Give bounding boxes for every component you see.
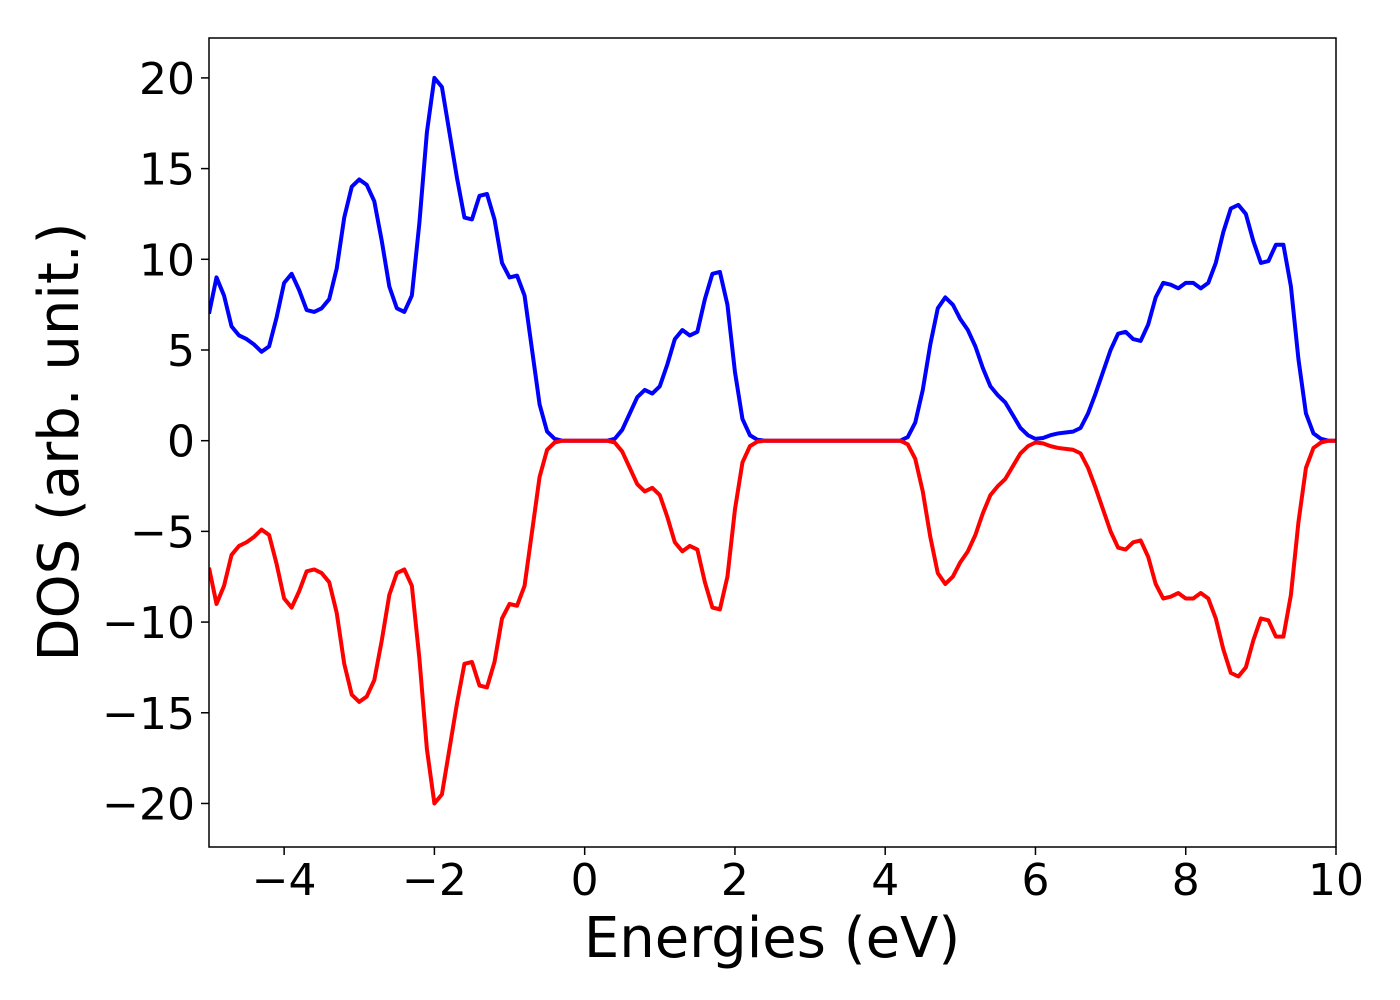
y-tick-label: 10 [139,235,195,286]
x-axis-label: Energies (eV) [584,906,960,971]
y-tick-label: 5 [167,326,195,377]
series-line [209,438,1336,806]
x-tick-label: −4 [252,855,317,906]
x-tick-label: 0 [571,855,599,906]
y-tick-label: 20 [139,54,195,105]
x-tick-label: 8 [1172,855,1200,906]
y-tick-label: −5 [130,507,195,558]
y-tick-label: −10 [102,598,195,649]
y-tick-label: −20 [102,779,195,830]
y-tick-label: 15 [139,145,195,196]
y-tick-label: −15 [102,689,195,740]
x-tick-label: 2 [721,855,749,906]
x-tick-label: 6 [1021,855,1049,906]
x-tick-label: 4 [871,855,899,906]
y-tick-label: 0 [167,417,195,468]
x-tick-label: 10 [1308,855,1364,906]
plot-frame [208,37,1337,848]
x-tick-label: −2 [402,855,467,906]
y-axis-label: DOS (arb. unit.) [27,222,92,661]
series-line [209,75,1336,443]
